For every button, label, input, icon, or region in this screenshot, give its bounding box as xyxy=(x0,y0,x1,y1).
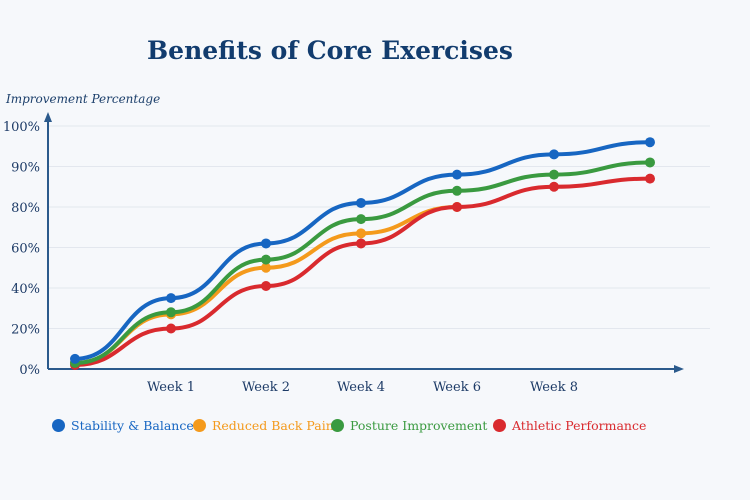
legend-item: Stability & Balance xyxy=(52,418,194,433)
x-tick-label: Week 6 xyxy=(433,380,481,395)
x-tick-label: Week 8 xyxy=(530,380,578,395)
data-point xyxy=(645,157,655,168)
series-line-2 xyxy=(73,160,652,365)
y-tick-label: 80% xyxy=(11,201,40,216)
legend-marker xyxy=(493,419,506,432)
legend-label: Stability & Balance xyxy=(71,418,194,433)
data-point xyxy=(549,149,559,160)
x-tick-label: Week 2 xyxy=(242,380,290,395)
legend-item: Athletic Performance xyxy=(493,418,646,433)
y-tick-label: 90% xyxy=(11,161,40,176)
y-tick-label: 40% xyxy=(11,282,40,297)
y-tick-label: 60% xyxy=(11,242,40,257)
y-axis-label: Improvement Percentage xyxy=(6,92,161,106)
legend-item: Posture Improvement xyxy=(331,418,487,433)
chart-title: Benefits of Core Exercises xyxy=(147,36,513,65)
legend-marker xyxy=(52,419,65,432)
data-point xyxy=(166,323,176,334)
y-axis-arrow xyxy=(44,112,52,122)
legend-marker xyxy=(193,419,206,432)
legend-label: Reduced Back Pain xyxy=(212,418,334,433)
data-point xyxy=(452,185,462,196)
data-point xyxy=(452,202,462,212)
data-point xyxy=(645,137,655,148)
data-point xyxy=(166,307,176,318)
y-tick-label: 100% xyxy=(3,120,40,135)
data-point xyxy=(261,280,271,291)
x-axis-arrow xyxy=(674,365,684,373)
data-point xyxy=(356,228,366,239)
data-point xyxy=(452,169,462,180)
data-point xyxy=(166,293,176,304)
data-point xyxy=(549,169,559,180)
data-point xyxy=(356,238,366,249)
data-point xyxy=(356,214,366,225)
data-point xyxy=(261,262,271,273)
x-tick-label: Week 1 xyxy=(147,380,195,395)
y-tick-label: 20% xyxy=(11,323,40,338)
x-tick-label: Week 4 xyxy=(337,380,385,395)
y-tick-label: 0% xyxy=(19,363,40,378)
data-point xyxy=(645,173,655,184)
legend-item: Reduced Back Pain xyxy=(193,418,334,433)
legend-label: Posture Improvement xyxy=(350,418,488,433)
data-point xyxy=(261,254,271,265)
data-point xyxy=(261,238,271,249)
legend-label: Athletic Performance xyxy=(512,418,647,433)
data-point xyxy=(70,353,80,364)
legend-marker xyxy=(331,419,344,432)
data-point xyxy=(356,197,366,208)
data-point xyxy=(549,181,559,192)
